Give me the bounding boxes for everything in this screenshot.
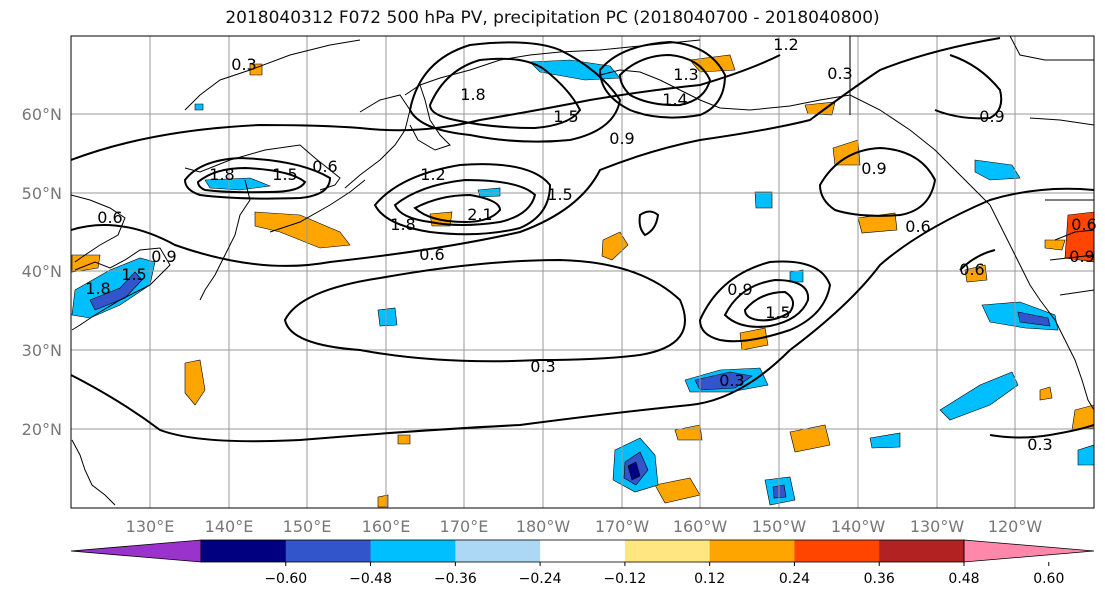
lon-label: 160°E <box>362 517 411 536</box>
contour-label: 1.4 <box>662 90 687 109</box>
contour-label: 0.9 <box>861 159 886 178</box>
contour-label: 1.5 <box>121 265 146 284</box>
contour-label: 0.3 <box>530 357 555 376</box>
colorbar-tick-label: 0.12 <box>694 571 725 587</box>
lon-label: 160°W <box>673 517 728 536</box>
contour-label: 0.6 <box>419 245 444 264</box>
lon-label: 170°E <box>440 517 489 536</box>
lat-label: 60°N <box>22 105 62 124</box>
colorbar-cell <box>370 540 456 562</box>
colorbar: −0.60 −0.48 −0.36 −0.24 −0.12 0.12 0.24 0.36 0.4… <box>70 539 1095 587</box>
precip-positive-areas <box>71 54 1094 508</box>
colorbar-tick-label: −0.24 <box>519 571 562 587</box>
colorbar-cell <box>794 540 880 562</box>
lon-label: 120°W <box>988 517 1043 536</box>
colorbar-cell <box>709 540 795 562</box>
colorbar-tick-label: 0.24 <box>779 571 810 587</box>
contour-label: 0.9 <box>609 129 634 148</box>
contour-label: 0.3 <box>231 55 256 74</box>
contour-label: 0.9 <box>979 107 1004 126</box>
colorbar-extension-low <box>70 539 202 563</box>
colorbar-cell <box>879 540 965 562</box>
contour-label: 1.5 <box>547 185 572 204</box>
lon-label: 170°W <box>595 517 650 536</box>
colorbar-cell <box>285 540 372 562</box>
lon-label: 150°W <box>752 517 807 536</box>
contour-label: 0.6 <box>959 260 984 279</box>
contour-label: 0.6 <box>1071 215 1096 234</box>
contour-label: 1.8 <box>209 165 234 184</box>
lon-label: 130°E <box>126 517 175 536</box>
colorbar-cells <box>70 539 1095 563</box>
colorbar-tick-label: −0.36 <box>434 571 477 587</box>
colorbar-tick-label: 0.36 <box>864 571 895 587</box>
contour-label: 1.8 <box>390 215 415 234</box>
map-frame <box>70 35 1095 509</box>
lon-label: 140°W <box>831 517 886 536</box>
colorbar-cell <box>540 540 626 562</box>
contour-label: 1.3 <box>673 65 698 84</box>
contour-label: 1.5 <box>553 107 578 126</box>
lon-label: 180°W <box>516 517 571 536</box>
contour-label-group: 0.3 1.2 0.3 0.9 1.8 1.5 0.9 1.8 1.5 0.6 … <box>85 35 1096 454</box>
colorbar-cell <box>455 540 541 562</box>
contour-label: 1.8 <box>85 279 110 298</box>
contour-label: 0.3 <box>719 371 744 390</box>
colorbar-frame <box>200 539 965 563</box>
lat-label: 50°N <box>22 184 62 203</box>
contour-label: 1.2 <box>420 165 445 184</box>
colorbar-ticks: −0.60 −0.48 −0.36 −0.24 −0.12 0.12 0.24 0.36 0.4… <box>264 562 1064 587</box>
colorbar-cell <box>201 540 287 562</box>
contour-label: 0.9 <box>727 280 752 299</box>
contour-label: 1.5 <box>272 165 297 184</box>
contour-label: 0.3 <box>1027 435 1052 454</box>
lon-label: 140°E <box>205 517 254 536</box>
colorbar-cell <box>624 540 711 562</box>
precip-negative-areas <box>71 59 1094 506</box>
contour-label: 0.9 <box>1069 247 1094 266</box>
contour-label: 1.5 <box>765 303 790 322</box>
graticule <box>71 36 1094 508</box>
contour-label: 0.9 <box>151 247 176 266</box>
coastlines <box>71 36 1094 506</box>
pv-contours <box>71 37 1094 443</box>
map-title: 2018040312 F072 500 hPa PV, precipitatio… <box>225 8 880 28</box>
contour-label: 0.6 <box>97 208 122 227</box>
latitude-labels: 60°N 50°N 40°N 30°N 20°N <box>22 105 62 439</box>
colorbar-tick-label: 0.60 <box>1033 571 1064 587</box>
longitude-labels: 130°E 140°E 150°E 160°E 170°E 180°W 170°… <box>126 517 1043 536</box>
lon-label: 130°W <box>910 517 965 536</box>
colorbar-tick-label: −0.60 <box>264 571 307 587</box>
contour-label: 0.6 <box>312 157 337 176</box>
lat-label: 20°N <box>22 420 62 439</box>
contour-label: 1.2 <box>773 35 798 54</box>
lat-label: 30°N <box>22 341 62 360</box>
lat-label: 40°N <box>22 262 62 281</box>
contour-label: 0.6 <box>905 217 930 236</box>
contour-label: 0.3 <box>827 64 852 83</box>
colorbar-tick-label: −0.12 <box>603 571 646 587</box>
contour-label: 2.1 <box>467 205 492 224</box>
colorbar-tick-label: 0.48 <box>948 571 979 587</box>
colorbar-tick-label: −0.48 <box>349 571 392 587</box>
contour-label: 1.8 <box>460 85 485 104</box>
colorbar-extension-high <box>963 539 1095 563</box>
lon-label: 150°E <box>283 517 332 536</box>
